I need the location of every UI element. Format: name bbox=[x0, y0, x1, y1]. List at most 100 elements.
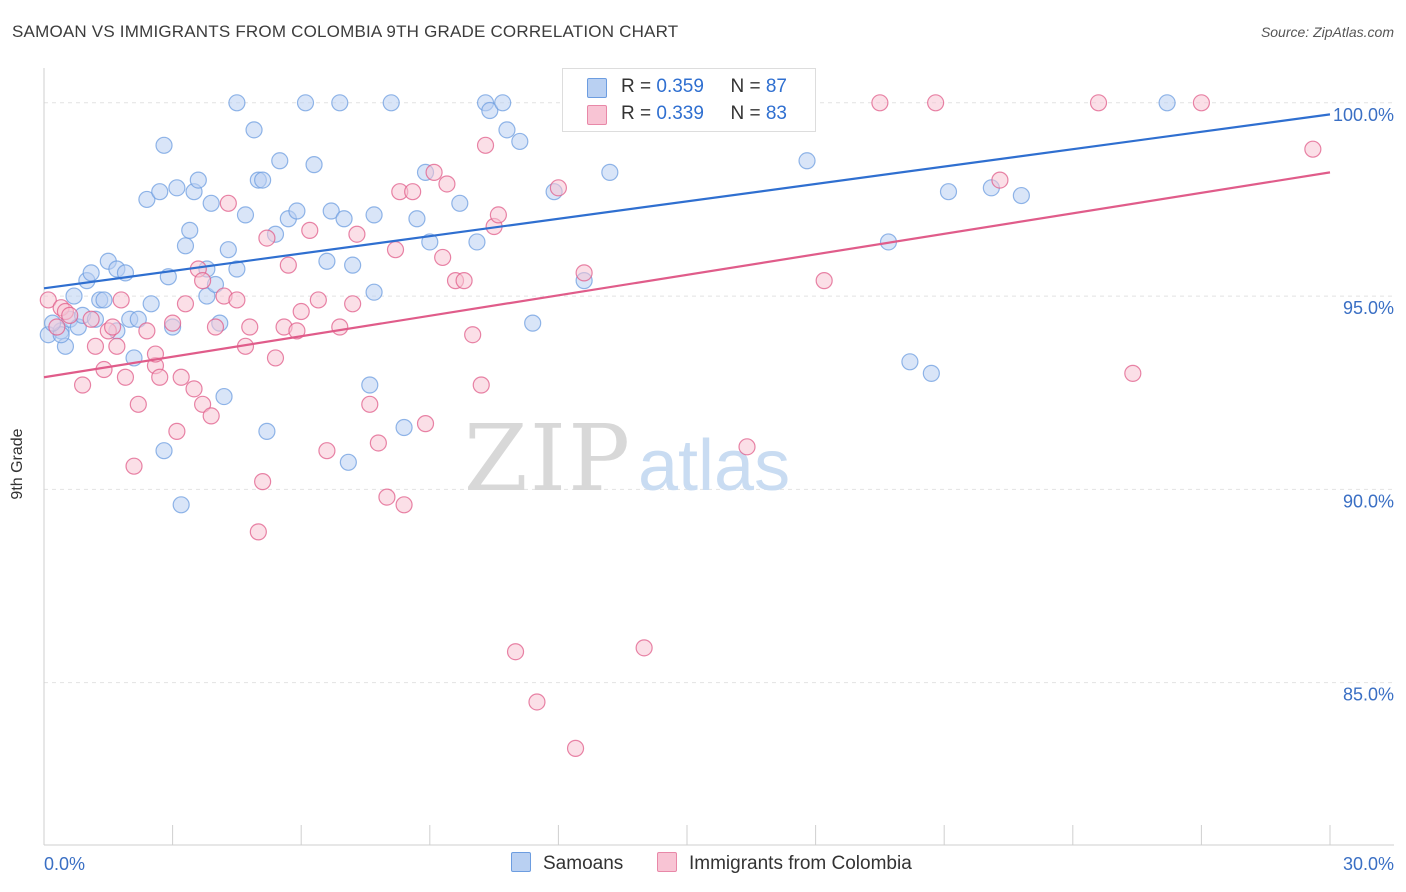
bottom-legend-swatch-samoans bbox=[511, 852, 531, 872]
data-point bbox=[245, 121, 263, 139]
data-point bbox=[172, 496, 190, 514]
watermark: ZIP atlas bbox=[464, 405, 790, 512]
data-point bbox=[927, 94, 945, 112]
y-tick-label: 85.0% bbox=[1343, 685, 1394, 705]
data-point bbox=[228, 260, 246, 278]
data-point bbox=[318, 442, 336, 460]
data-point bbox=[339, 453, 357, 471]
data-point bbox=[549, 179, 568, 197]
data-point bbox=[48, 318, 66, 336]
data-point bbox=[138, 190, 156, 209]
data-point bbox=[305, 156, 323, 174]
tick-label-layer: 85.0% 90.0% 95.0% 100.0% 0.0% 30.0% bbox=[44, 105, 1394, 874]
axis-layer bbox=[43, 68, 1394, 846]
data-point bbox=[176, 295, 195, 313]
data-point bbox=[511, 132, 529, 151]
data-point bbox=[194, 395, 212, 413]
chart-source: Source: ZipAtlas.com bbox=[1260, 24, 1394, 40]
legend-n-value: 87 bbox=[765, 76, 787, 97]
data-point bbox=[361, 376, 379, 394]
data-point bbox=[922, 364, 940, 382]
y-axis-label: 9th Grade bbox=[9, 428, 26, 500]
data-point bbox=[82, 310, 100, 328]
data-point bbox=[472, 376, 490, 394]
data-point bbox=[228, 94, 246, 112]
data-point bbox=[258, 229, 276, 247]
y-tick-label: 90.0% bbox=[1343, 491, 1394, 511]
data-point bbox=[331, 318, 349, 336]
data-point bbox=[455, 272, 473, 290]
data-point bbox=[39, 291, 57, 309]
bottom-legend-samoans: Samoans bbox=[511, 852, 623, 876]
data-point bbox=[575, 264, 593, 282]
data-point bbox=[219, 194, 237, 212]
data-point bbox=[206, 318, 225, 336]
series-layer bbox=[39, 94, 1322, 757]
data-point bbox=[494, 94, 512, 112]
bottom-legend-colombia: Immigrants from Colombia bbox=[657, 852, 912, 876]
data-point bbox=[1158, 94, 1176, 112]
data-point bbox=[1124, 364, 1142, 382]
data-point bbox=[155, 136, 173, 154]
data-point bbox=[254, 473, 272, 491]
trend-line-samoans bbox=[43, 113, 1331, 290]
data-point bbox=[335, 210, 353, 228]
data-point bbox=[464, 326, 482, 344]
data-point bbox=[421, 233, 439, 251]
data-point bbox=[258, 422, 276, 440]
data-point bbox=[95, 291, 113, 309]
data-point bbox=[416, 415, 435, 433]
data-point bbox=[219, 241, 237, 259]
data-point bbox=[249, 523, 267, 541]
data-point bbox=[176, 237, 195, 255]
grid-layer bbox=[44, 102, 1394, 684]
data-point bbox=[322, 202, 340, 220]
data-point bbox=[378, 488, 396, 506]
data-point bbox=[241, 318, 259, 336]
data-point bbox=[901, 353, 919, 371]
data-point bbox=[404, 183, 422, 201]
watermark-zip: ZIP bbox=[464, 405, 632, 512]
data-point bbox=[871, 94, 889, 112]
legend-r-value: 0.359 bbox=[656, 76, 704, 97]
data-point bbox=[194, 272, 212, 290]
stats-legend: R = 0.359 N = 87 R = 0.339 N = 83 bbox=[562, 68, 816, 132]
data-point bbox=[1304, 140, 1322, 158]
data-point bbox=[288, 322, 306, 340]
data-point bbox=[151, 183, 169, 201]
data-point bbox=[738, 438, 756, 456]
data-point bbox=[164, 314, 182, 332]
data-point bbox=[365, 206, 383, 224]
data-point bbox=[129, 310, 147, 328]
data-point bbox=[254, 171, 272, 189]
data-point bbox=[65, 287, 83, 305]
data-point bbox=[395, 418, 413, 437]
data-point bbox=[168, 179, 186, 197]
data-point bbox=[125, 457, 143, 475]
data-point bbox=[86, 337, 105, 355]
data-point bbox=[1012, 186, 1030, 205]
data-point bbox=[566, 739, 585, 757]
data-point bbox=[331, 94, 349, 112]
bottom-legend-swatch-colombia bbox=[657, 852, 677, 872]
data-point bbox=[61, 306, 79, 325]
data-point bbox=[198, 287, 216, 305]
data-point bbox=[524, 314, 542, 332]
data-point bbox=[348, 225, 366, 243]
data-point bbox=[103, 318, 122, 336]
data-point bbox=[279, 256, 297, 274]
data-point bbox=[129, 395, 147, 413]
data-point bbox=[344, 295, 362, 313]
bottom-legend-label-colombia: Immigrants from Colombia bbox=[689, 853, 912, 874]
data-point bbox=[425, 163, 443, 181]
data-point bbox=[236, 206, 255, 224]
data-point bbox=[271, 152, 289, 170]
legend-n-label: N = bbox=[730, 76, 766, 97]
x-tick-label-min: 0.0% bbox=[44, 854, 85, 874]
data-point bbox=[301, 221, 319, 239]
data-point bbox=[296, 94, 315, 112]
legend-swatch-samoans bbox=[587, 78, 607, 98]
legend-r-value: 0.339 bbox=[656, 103, 704, 124]
data-point bbox=[386, 241, 405, 259]
series-colombia bbox=[39, 94, 1322, 757]
